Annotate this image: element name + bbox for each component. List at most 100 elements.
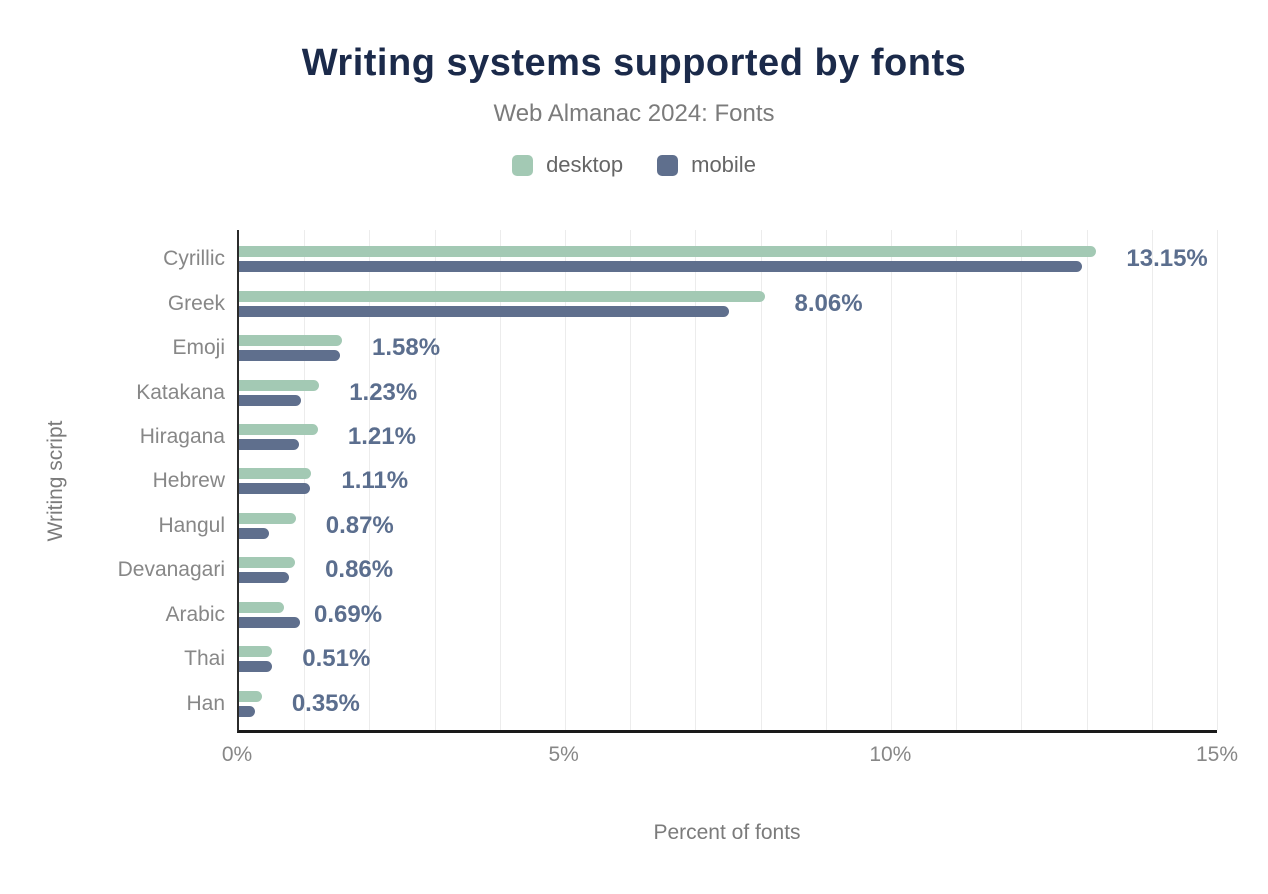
value-label: 8.06% <box>794 289 863 317</box>
gridline <box>630 230 632 730</box>
gridline <box>564 230 566 730</box>
chart-subtitle: Web Almanac 2024: Fonts <box>493 100 775 127</box>
value-label: 1.11% <box>341 467 409 495</box>
legend-item-desktop[interactable]: desktop <box>512 152 623 178</box>
chart-row-greek: Greek 8.06% <box>168 281 1217 325</box>
category-label: Devanagari <box>117 558 225 582</box>
value-label: 0.86% <box>325 556 394 584</box>
value-label: 0.69% <box>313 600 383 628</box>
bar-group <box>239 335 1217 362</box>
mobile-bar <box>239 261 1083 273</box>
legend-label: mobile <box>691 152 756 177</box>
category-label: Thai <box>184 647 225 671</box>
desktop-bar <box>239 690 262 702</box>
desktop-bar <box>239 246 1097 258</box>
mobile-bar <box>239 350 341 362</box>
category-label: Arabic <box>165 602 225 626</box>
mobile-bar <box>239 661 272 673</box>
mobile-bar <box>239 705 256 717</box>
bar-group <box>239 557 1217 584</box>
mobile-bar <box>239 616 301 628</box>
legend-label: desktop <box>546 152 624 177</box>
category-label: Hebrew <box>152 469 225 493</box>
x-axis-ticks: 0% 5% 10% 15% <box>222 743 1238 769</box>
x-tick-label: 15% <box>1195 743 1239 766</box>
legend-swatch-mobile <box>657 154 679 176</box>
chart-row-hangul: Hangul 0.87% <box>158 504 1217 548</box>
bar-group <box>239 468 1217 495</box>
desktop-bar <box>239 557 296 569</box>
value-label: 1.58% <box>372 334 441 362</box>
mobile-bar <box>239 527 269 539</box>
bar-group <box>239 512 1217 539</box>
gridline <box>760 230 762 730</box>
chart-title: Writing systems supported by fonts <box>301 42 967 84</box>
x-tick-label: 10% <box>869 743 912 766</box>
desktop-bar <box>239 424 318 436</box>
value-label: 13.15% <box>1126 245 1208 273</box>
legend: desktop mobile <box>0 152 1268 178</box>
plot-area: Cyrillic 13.15% Greek 8.06% Emoji 1.58% Kataka… <box>118 230 1218 733</box>
chart-row-cyrillic: Cyrillic 13.15% <box>163 237 1217 281</box>
gridline <box>499 230 501 730</box>
x-axis-title: Percent of fonts <box>653 821 801 844</box>
chart-row-thai: Thai 0.51% <box>184 637 1217 681</box>
bar-group <box>239 646 1217 673</box>
category-label: Katakana <box>136 380 225 404</box>
bar-group <box>239 601 1217 628</box>
gridline <box>369 230 371 730</box>
gridline <box>1151 230 1153 730</box>
x-tick-label: 5% <box>548 743 579 766</box>
gridline <box>304 230 306 730</box>
mobile-bar <box>239 305 730 317</box>
legend-swatch-desktop <box>512 154 534 176</box>
bar-rows: Cyrillic 13.15% Greek 8.06% Emoji 1.58% Kataka… <box>118 237 1217 726</box>
chart-row-devanagari: Devanagari 0.86% <box>118 548 1217 592</box>
gridline <box>1086 230 1088 730</box>
category-label: Hangul <box>158 513 225 537</box>
value-label: 0.51% <box>302 645 371 673</box>
value-label: 1.23% <box>349 378 418 406</box>
bar-group <box>239 290 1217 317</box>
gridline <box>890 230 892 730</box>
desktop-bar <box>239 601 284 613</box>
value-label: 1.21% <box>347 423 416 451</box>
gridline <box>434 230 436 730</box>
bar-group <box>239 246 1217 273</box>
mobile-bar <box>239 439 299 451</box>
value-label: 0.35% <box>291 689 360 717</box>
chart-row-arabic: Arabic 0.69% <box>165 593 1217 637</box>
category-label: Greek <box>167 291 225 315</box>
mobile-bar <box>239 394 301 406</box>
desktop-bar <box>239 646 273 658</box>
chart-row-katakana: Katakana 1.23% <box>136 370 1217 414</box>
desktop-bar <box>239 290 765 302</box>
gridline <box>1217 230 1218 730</box>
mobile-bar <box>239 572 290 584</box>
gridline <box>956 230 958 730</box>
bar-group <box>239 379 1217 406</box>
chart-row-han: Han 0.35% <box>186 682 1217 726</box>
desktop-bar <box>239 468 312 480</box>
bar-group <box>239 690 1217 717</box>
gridline <box>825 230 827 730</box>
gridline <box>1021 230 1023 730</box>
legend-item-mobile[interactable]: mobile <box>657 152 756 178</box>
chart-row-hiragana: Hiragana 1.21% <box>140 415 1217 459</box>
desktop-bar <box>239 379 320 391</box>
category-label: Cyrillic <box>163 247 225 271</box>
category-label: Hiragana <box>139 425 225 449</box>
mobile-bar <box>239 483 311 495</box>
category-label: Emoji <box>172 336 225 360</box>
category-label: Han <box>186 691 225 715</box>
gridline <box>695 230 697 730</box>
value-label: 0.87% <box>325 511 394 539</box>
y-axis-title: Writing script <box>44 420 67 542</box>
chart-row-hebrew: Hebrew 1.11% <box>153 459 1217 503</box>
desktop-bar <box>239 512 296 524</box>
x-tick-label: 0% <box>221 743 253 766</box>
bar-group <box>239 424 1217 451</box>
desktop-bar <box>239 335 343 347</box>
chart-row-emoji: Emoji 1.58% <box>172 326 1217 370</box>
